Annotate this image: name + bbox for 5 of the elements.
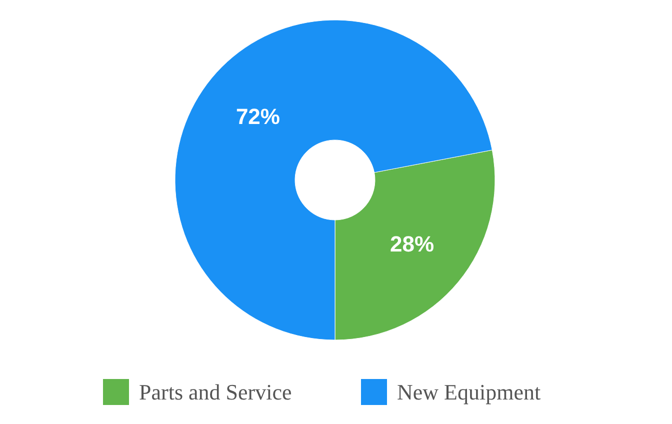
legend-label: Parts and Service <box>139 380 292 405</box>
legend-label: New Equipment <box>397 380 541 405</box>
donut-slice <box>174 20 492 340</box>
data-label: 72% <box>236 104 280 129</box>
data-label: 28% <box>390 231 434 256</box>
